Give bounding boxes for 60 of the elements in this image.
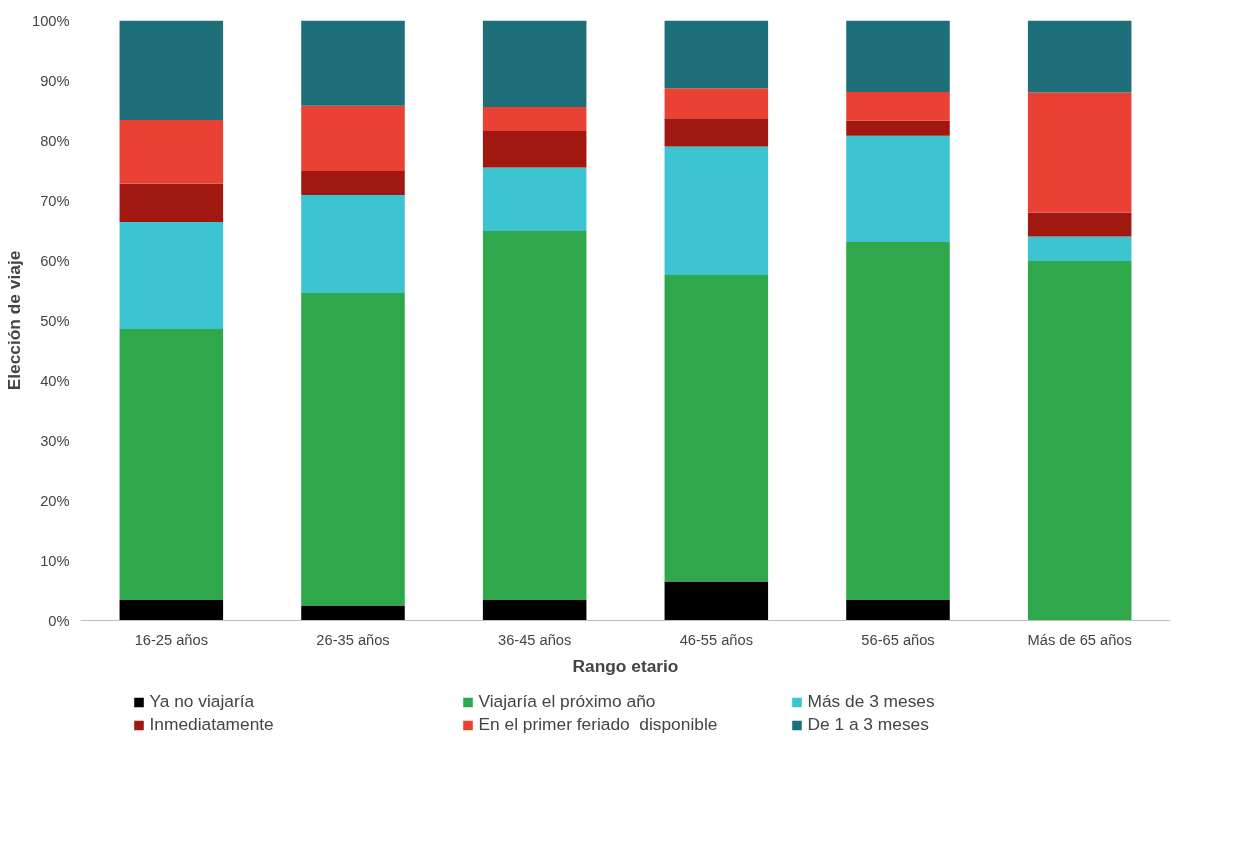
legend-label: De 1 a 3 meses <box>807 714 930 735</box>
legend-label: En el primer feriado disponible <box>478 714 719 735</box>
bar <box>846 91 950 121</box>
bar <box>301 105 405 172</box>
bar <box>664 88 769 119</box>
bar <box>664 118 769 147</box>
bar <box>664 274 769 582</box>
y-tick-label: 30% <box>40 432 70 449</box>
bar <box>301 195 405 293</box>
bar <box>1027 261 1132 621</box>
y-tick-label: 50% <box>40 312 70 329</box>
y-tick-label: 100% <box>32 12 70 29</box>
x-tick-label: 26-35 años <box>316 631 390 648</box>
bar <box>1027 20 1132 93</box>
x-tick-label: 56-65 años <box>861 631 935 648</box>
bar <box>119 222 224 329</box>
y-tick-label: 20% <box>40 492 70 509</box>
bar <box>119 328 224 601</box>
x-tick-label: 46-55 años <box>679 631 754 648</box>
y-tick-label: 60% <box>40 252 70 269</box>
bar <box>482 600 587 621</box>
bar <box>846 241 950 601</box>
bar <box>482 130 587 168</box>
bar <box>301 292 405 606</box>
bar <box>1027 212 1132 237</box>
bar <box>482 231 587 601</box>
y-tick-label: 80% <box>40 132 70 149</box>
bar <box>1027 92 1132 213</box>
bar <box>846 20 950 92</box>
y-tick-label: 40% <box>40 372 70 389</box>
bar <box>119 600 224 621</box>
y-tick-label: 90% <box>40 72 70 89</box>
bar <box>482 20 587 107</box>
bar <box>119 20 224 121</box>
x-tick-label: Más de 65 años <box>1027 631 1132 648</box>
bar <box>482 167 587 232</box>
bar <box>119 183 224 223</box>
legend-label: Inmediatamente <box>149 714 275 735</box>
bar <box>301 20 405 106</box>
bar <box>119 120 224 184</box>
y-tick-label: 0% <box>48 612 70 629</box>
bar <box>846 120 950 136</box>
legend-label: Viajaría el próximo año <box>478 691 657 712</box>
legend-label: Ya no viajaría <box>149 691 256 712</box>
x-axis-title: Rango etario <box>572 655 679 676</box>
bar <box>664 581 769 621</box>
bar <box>664 146 769 275</box>
y-axis-title: Elección de viaje <box>4 250 25 391</box>
x-tick-label: 16-25 años <box>134 631 209 648</box>
x-tick-label: 36-45 años <box>498 631 572 648</box>
bar <box>1027 236 1132 262</box>
bar <box>846 135 950 242</box>
y-tick-label: 70% <box>40 192 70 209</box>
legend-label: Más de 3 meses <box>807 691 936 712</box>
bar <box>301 171 405 196</box>
y-tick-label: 10% <box>40 552 70 569</box>
bar <box>301 605 405 621</box>
bar <box>482 106 587 131</box>
bar <box>846 600 950 621</box>
bar <box>664 20 769 89</box>
